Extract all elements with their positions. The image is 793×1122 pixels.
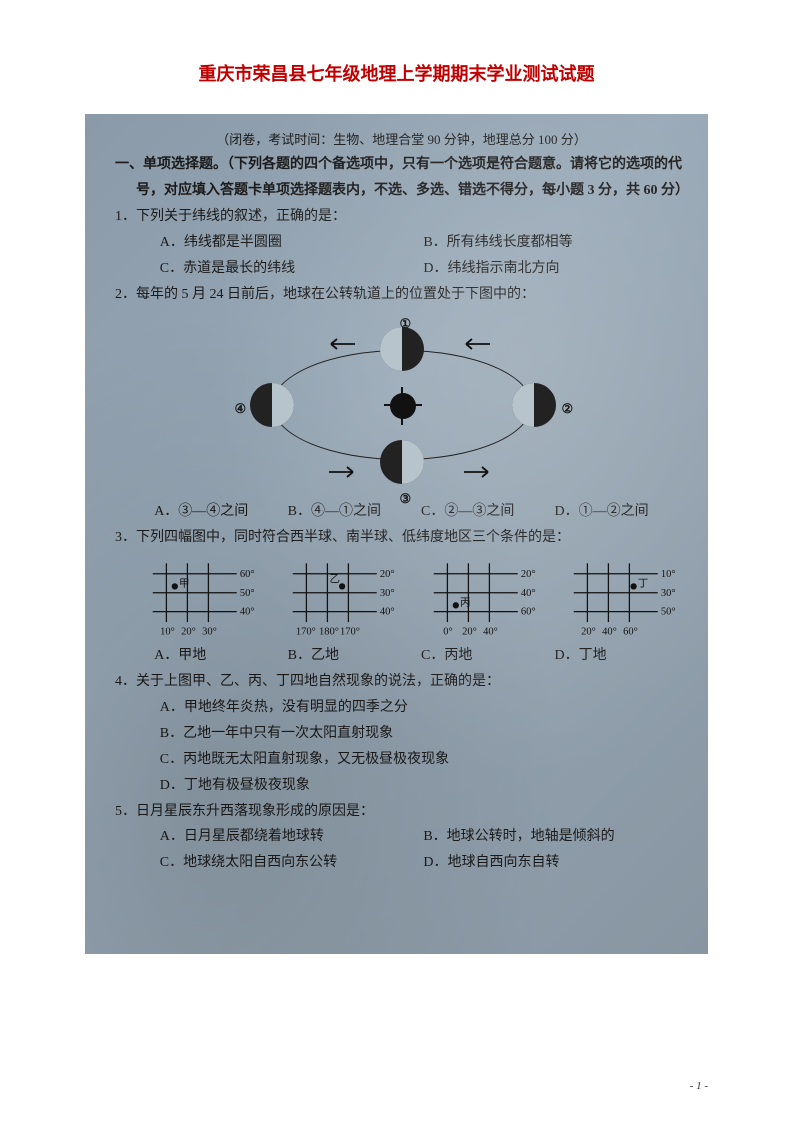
q2-stem: 2．每年的 5 月 24 日前后，地球在公转轨道上的位置处于下图中的： — [115, 282, 688, 308]
svg-text:10°: 10° — [160, 627, 175, 638]
svg-text:60°: 60° — [521, 607, 536, 618]
q2-c: C．②—③之间 — [421, 499, 541, 525]
label-3: ③ — [400, 487, 412, 511]
q3-a: A．甲地 — [154, 643, 274, 669]
svg-text:20°: 20° — [462, 627, 477, 638]
q1-c: C．赤道是最长的纬线 — [160, 256, 414, 282]
exam-scan: （闭卷，考试时间：生物、地理合堂 90 分钟，地理总分 100 分） 一、单项选… — [85, 114, 708, 954]
label-1: ① — [400, 312, 412, 336]
q2-a: A．③—④之间 — [154, 499, 274, 525]
section-1-cont: 号，对应填入答题卡单项选择题表内，不选、多选、错选不得分，每小题 3 分，共 6… — [115, 178, 688, 204]
svg-text:170°: 170° — [296, 627, 316, 638]
q1-row2: C．赤道是最长的纬线 D．纬线指示南北方向 — [115, 256, 688, 282]
q3-stem: 3．下列四幅图中，同时符合西半球、南半球、低纬度地区三个条件的是： — [115, 525, 688, 551]
q1-row1: A．纬线都是半圆圈 B．所有纬线长度都相等 — [115, 230, 688, 256]
q3-c: C．丙地 — [421, 643, 541, 669]
earth-pos-3 — [380, 440, 424, 484]
q1-a: A．纬线都是半圆圈 — [160, 230, 414, 256]
q4-c: C．丙地既无太阳直射现象，又无极昼极夜现象 — [115, 747, 688, 773]
q5-c: C．地球绕太阳自西向东公转 — [160, 850, 414, 876]
grid-4: 丁 10° 30° 50° 20° 40° 60° — [556, 557, 686, 641]
svg-text:丙: 丙 — [460, 597, 471, 608]
q2-d: D．①—②之间 — [554, 499, 674, 525]
q1-stem: 1．下列关于纬线的叙述，正确的是： — [115, 204, 688, 230]
svg-text:40°: 40° — [521, 588, 536, 599]
q3-options: A．甲地 B．乙地 C．丙地 D．丁地 — [115, 643, 688, 669]
svg-text:170°: 170° — [340, 627, 360, 638]
q4-d: D．丁地有极昼极夜现象 — [115, 773, 688, 799]
page-number: - 1 - — [690, 1080, 708, 1092]
sun-icon — [390, 393, 416, 419]
grid-2: 乙 20° 30° 40° 170° 180° 170° — [275, 557, 405, 641]
svg-text:20°: 20° — [581, 627, 596, 638]
arrow-icon — [327, 337, 357, 351]
svg-text:0°: 0° — [443, 627, 452, 638]
q5-row2: C．地球绕太阳自西向东公转 D．地球自西向东自转 — [115, 850, 688, 876]
svg-text:10°: 10° — [661, 569, 676, 580]
q5-b: B．地球公转时，地轴是倾斜的 — [423, 824, 677, 850]
svg-text:50°: 50° — [661, 607, 676, 618]
q4-b: B．乙地一年中只有一次太阳直射现象 — [115, 721, 688, 747]
q2-b: B．④—①之间 — [288, 499, 408, 525]
q3-d: D．丁地 — [554, 643, 674, 669]
svg-text:40°: 40° — [602, 627, 617, 638]
svg-text:乙: 乙 — [330, 573, 341, 585]
grid-1: 甲 60° 50° 40° 10° 20° 30° — [135, 557, 265, 641]
svg-text:50°: 50° — [240, 588, 255, 599]
svg-text:20°: 20° — [181, 627, 196, 638]
svg-text:丁: 丁 — [638, 579, 649, 590]
q5-stem: 5．日月星辰东升西落现象形成的原因是： — [115, 799, 688, 825]
grid-3: 丙 20° 40° 60° 0° 20° 40° — [416, 557, 546, 641]
arrow-icon — [462, 337, 492, 351]
q4-stem: 4．关于上图甲、乙、丙、丁四地自然现象的说法，正确的是： — [115, 669, 688, 695]
svg-text:30°: 30° — [380, 588, 395, 599]
label-4: ④ — [235, 397, 247, 421]
label-2: ② — [562, 397, 574, 421]
earth-pos-2 — [512, 383, 556, 427]
svg-text:30°: 30° — [202, 627, 217, 638]
orbit-diagram: ① ② ③ ④ — [232, 315, 572, 495]
q4-a: A．甲地终年炎热，没有明显的四季之分 — [115, 695, 688, 721]
svg-text:60°: 60° — [623, 627, 638, 638]
q1-d: D．纬线指示南北方向 — [423, 256, 677, 282]
section-1-head: 一、单项选择题。（下列各题的四个备选项中，只有一个选项是符合题意。请将它的选项的… — [115, 152, 688, 178]
exam-info: （闭卷，考试时间：生物、地理合堂 90 分钟，地理总分 100 分） — [115, 128, 688, 152]
svg-text:40°: 40° — [483, 627, 498, 638]
earth-pos-4 — [250, 383, 294, 427]
q5-a: A．日月星辰都绕着地球转 — [160, 824, 414, 850]
svg-text:40°: 40° — [240, 607, 255, 618]
q5-d: D．地球自西向东自转 — [423, 850, 677, 876]
arrow-icon — [327, 465, 357, 479]
svg-text:甲: 甲 — [179, 579, 190, 590]
q3-b: B．乙地 — [288, 643, 408, 669]
svg-text:30°: 30° — [661, 588, 676, 599]
q3-grids: 甲 60° 50° 40° 10° 20° 30° 乙 20° 30° 40° — [115, 551, 688, 643]
svg-text:20°: 20° — [380, 569, 395, 580]
q1-b: B．所有纬线长度都相等 — [423, 230, 677, 256]
document-title: 重庆市荣昌县七年级地理上学期期末学业测试试题 — [85, 60, 708, 86]
svg-text:40°: 40° — [380, 607, 395, 618]
arrow-icon — [462, 465, 492, 479]
svg-text:60°: 60° — [240, 569, 255, 580]
svg-text:20°: 20° — [521, 569, 536, 580]
q5-row1: A．日月星辰都绕着地球转 B．地球公转时，地轴是倾斜的 — [115, 824, 688, 850]
svg-text:180°: 180° — [319, 627, 339, 638]
